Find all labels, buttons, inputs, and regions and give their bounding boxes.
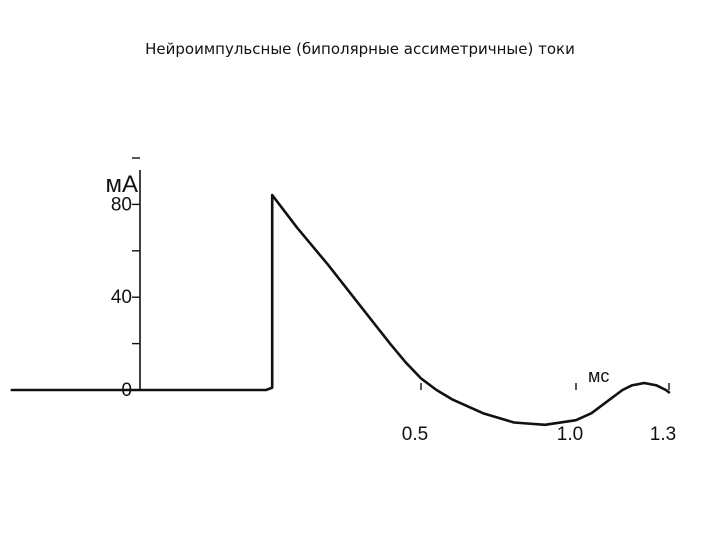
series-line bbox=[10, 193, 671, 427]
x-tick-label: 1.0 bbox=[557, 424, 583, 445]
slide-title: Нейроимпульсные (биполярные ассиметричны… bbox=[145, 40, 575, 58]
y-tick-label: 80 bbox=[111, 194, 132, 215]
x-tick-label: 1.3 bbox=[650, 424, 676, 445]
x-axis-label: мс bbox=[588, 366, 609, 386]
y-tick-label: 40 bbox=[111, 287, 132, 308]
chart-series bbox=[10, 193, 671, 427]
x-tick-label: 0.5 bbox=[402, 424, 428, 445]
y-axis-label: мА bbox=[105, 171, 138, 198]
